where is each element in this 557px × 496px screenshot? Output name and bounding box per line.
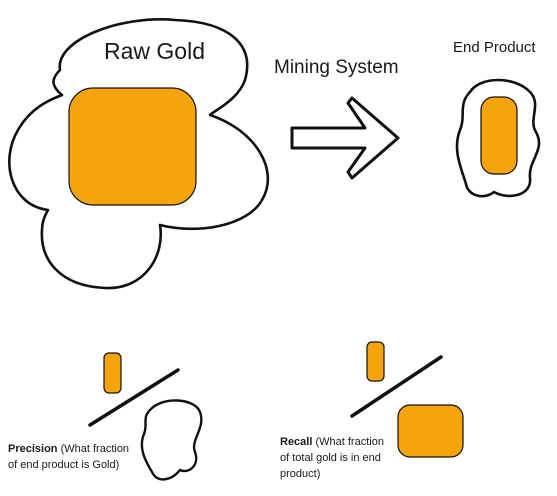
raw-gold-label: Raw Gold bbox=[104, 38, 205, 64]
recall-definition-line1: (What fraction bbox=[312, 436, 384, 448]
precision-definition-line1: (What fraction bbox=[57, 443, 130, 455]
precision-fraction-bar bbox=[88, 368, 180, 427]
recall-definition-line3: product) bbox=[280, 468, 321, 480]
raw-gold-cloud-outline bbox=[8, 18, 270, 290]
recall-term: Recall bbox=[280, 436, 313, 448]
precision-caption: Precision (What fraction of end product … bbox=[8, 441, 158, 473]
precision-definition-line2: of end product is Gold) bbox=[8, 459, 120, 471]
recall-caption: Recall (What fraction of total gold is i… bbox=[280, 434, 420, 482]
raw-gold-nugget bbox=[68, 87, 197, 206]
process-arrow bbox=[290, 96, 400, 180]
end-product-blob-outline bbox=[455, 78, 541, 198]
mining-system-label: Mining System bbox=[274, 57, 399, 78]
precision-term: Precision bbox=[8, 443, 58, 455]
precision-numerator-gold bbox=[103, 352, 122, 394]
end-product-label: End Product bbox=[453, 39, 536, 56]
end-product-gold bbox=[480, 96, 518, 175]
recall-numerator-gold bbox=[366, 341, 385, 382]
recall-fraction-bar bbox=[350, 355, 443, 418]
precision-denominator-blob bbox=[140, 399, 203, 481]
recall-denominator-gold bbox=[397, 404, 464, 458]
recall-definition-line2: of total gold is in end bbox=[280, 452, 381, 464]
